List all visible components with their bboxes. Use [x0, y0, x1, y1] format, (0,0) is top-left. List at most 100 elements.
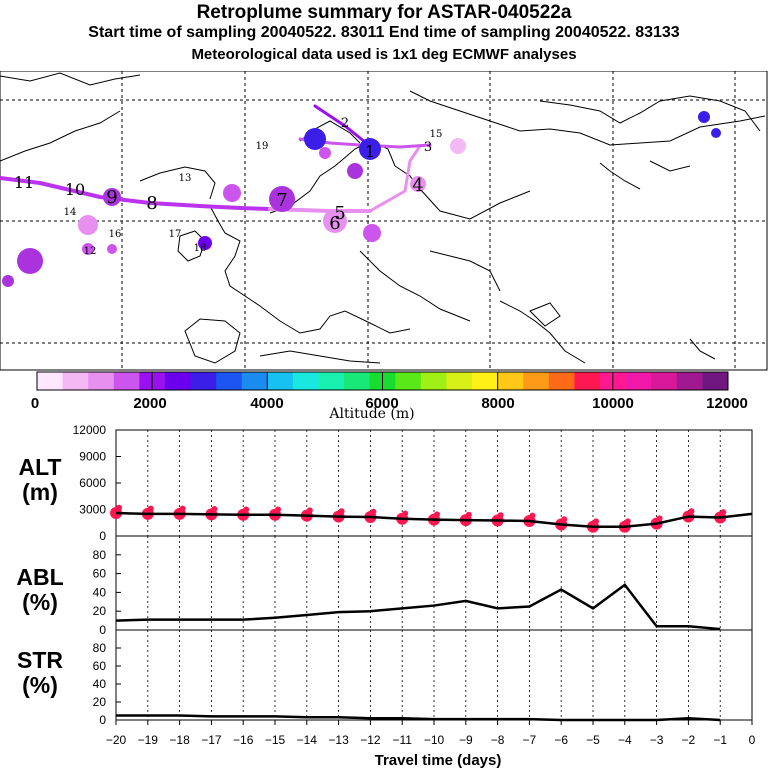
colorbar-swatch	[548, 372, 575, 390]
x-axis-label: Travel time (days)	[375, 752, 502, 768]
alt-cluster-dot	[656, 515, 663, 522]
str-ytick-label: 40	[93, 677, 107, 691]
map-gridlines	[0, 71, 768, 371]
alt-ytick-label: 9000	[79, 450, 106, 464]
alt-cluster-dot	[147, 505, 154, 512]
alt-ytick-label: 3000	[79, 503, 106, 517]
x-tick-label: −17	[201, 733, 222, 747]
str-ytick-label: 20	[93, 695, 107, 709]
alt-cluster-dot	[624, 518, 631, 525]
alt-ytick-label: 6000	[79, 476, 106, 490]
x-tick-label: −8	[491, 733, 505, 747]
colorbar-swatch	[446, 372, 473, 390]
x-tick-label: −10	[424, 733, 445, 747]
x-tick-label: 0	[749, 733, 756, 747]
cluster-label-16: 16	[109, 229, 122, 240]
abl-panel: 0 20 40 60 80	[93, 535, 753, 637]
colorbar-swatch	[88, 372, 115, 390]
x-tick-label: −7	[523, 733, 537, 747]
alt-cluster-dot	[211, 506, 218, 513]
colorbar-swatch	[37, 372, 64, 390]
alt-cluster-dot	[338, 508, 345, 515]
colorbar-swatch	[344, 372, 371, 390]
str-panel: 0 20 40 60 80	[93, 629, 753, 727]
colorbar-swatch	[625, 372, 652, 390]
colorbar-tick-10000: 10000	[592, 395, 634, 412]
colorbar-swatches	[36, 372, 729, 390]
colorbar-swatch	[574, 372, 601, 390]
abl-panel-title: ABL (%)	[0, 565, 80, 615]
colorbar-swatch	[651, 372, 678, 390]
alt-cluster-dot	[306, 507, 313, 514]
str-panel-title: STR (%)	[0, 648, 80, 698]
time-series-panels: 0 3000 6000 9000 12000 0 20 40 60 80 0 20 40 60 80 −…	[73, 423, 756, 768]
colorbar-swatch	[472, 372, 499, 390]
cluster-label-19: 19	[256, 141, 269, 152]
colorbar-swatch	[113, 372, 140, 390]
colorbar-frame	[36, 371, 729, 391]
cluster-label-17: 17	[169, 229, 182, 240]
alt-cluster-dot	[529, 512, 536, 519]
abl-ytick-label: 60	[93, 567, 107, 581]
abl-ytick-label: 20	[93, 604, 107, 618]
x-tick-label: −3	[650, 733, 664, 747]
abl-panel-title-line1: ABL	[16, 564, 64, 590]
abl-panel-title-line2: (%)	[22, 589, 58, 615]
cluster-label-4: 4	[412, 175, 423, 196]
colorbar-title: Altitude (m)	[328, 406, 414, 420]
colorbar-swatch	[190, 372, 217, 390]
cluster-label-12: 12	[84, 246, 97, 257]
alt-ytick-label: 12000	[73, 423, 107, 437]
alt-series-line	[115, 511, 753, 528]
colorbar-swatch	[267, 372, 294, 390]
x-tick-label: −15	[265, 733, 286, 747]
colorbar-swatch	[676, 372, 703, 390]
x-tick-label: −11	[392, 733, 412, 747]
cluster-label-15: 15	[430, 129, 443, 140]
colorbar-tick-4000: 4000	[250, 395, 283, 412]
abl-series-line	[115, 583, 721, 631]
chart-title: Retroplume summary for ASTAR-040522a	[196, 2, 572, 23]
x-tick-label: −4	[618, 733, 632, 747]
alt-cluster-dot	[720, 509, 727, 516]
x-tick-label: −18	[169, 733, 190, 747]
cluster-label-11: 11	[14, 173, 34, 192]
cluster-label-13: 13	[179, 173, 192, 184]
cluster-label-8: 8	[146, 193, 157, 214]
colorbar-swatch	[395, 372, 422, 390]
colorbar-swatch	[216, 372, 243, 390]
colorbar-swatch	[420, 372, 447, 390]
cluster-label-10: 10	[65, 180, 85, 199]
abl-ytick-label: 40	[93, 585, 107, 599]
cluster-label-18: 18	[194, 243, 207, 254]
x-tick-label: −19	[138, 733, 159, 747]
colorbar-swatch	[241, 372, 268, 390]
colorbar-swatch	[164, 372, 192, 390]
alt-cluster-dot	[561, 516, 568, 523]
alt-cluster-dot	[402, 510, 409, 517]
colorbar-tick-6000: 6000	[365, 395, 398, 412]
alt-cluster-dot	[179, 505, 186, 512]
colorbar-swatch	[62, 372, 89, 390]
colorbar-swatch	[702, 372, 729, 390]
alt-panel-title: ALT (m)	[0, 455, 80, 505]
alt-ytick-label: 0	[99, 529, 106, 543]
colorbar-swatch	[318, 372, 345, 390]
colorbar-swatch	[523, 372, 550, 390]
cluster-label-7: 7	[276, 190, 287, 211]
colorbar-tick-12000: 12000	[706, 395, 748, 412]
alt-panel-title-line1: ALT	[18, 454, 62, 480]
x-tick-label: −6	[554, 733, 568, 747]
alt-cluster-dot	[465, 511, 472, 518]
x-tick-label: −13	[328, 733, 349, 747]
alt-cluster-dot	[370, 508, 377, 515]
alt-cluster-dot	[116, 504, 122, 511]
retroplume-map: 11 10 9 8 7 6 5 4 3 2 1 13 14 15 16 17 1…	[0, 71, 768, 371]
alt-panel-title-line2: (m)	[22, 479, 58, 505]
alt-cluster-dot	[243, 506, 250, 513]
x-tick-label: −1	[713, 733, 727, 747]
x-axis: −20 −19 −18 −17 −16 −15 −14 −13 −12 −11 −10 −9 −8 −7−…	[106, 720, 756, 747]
str-ytick-label: 80	[93, 641, 107, 655]
colorbar-swatch	[497, 372, 524, 390]
colorbar-tick-2000: 2000	[133, 395, 166, 412]
